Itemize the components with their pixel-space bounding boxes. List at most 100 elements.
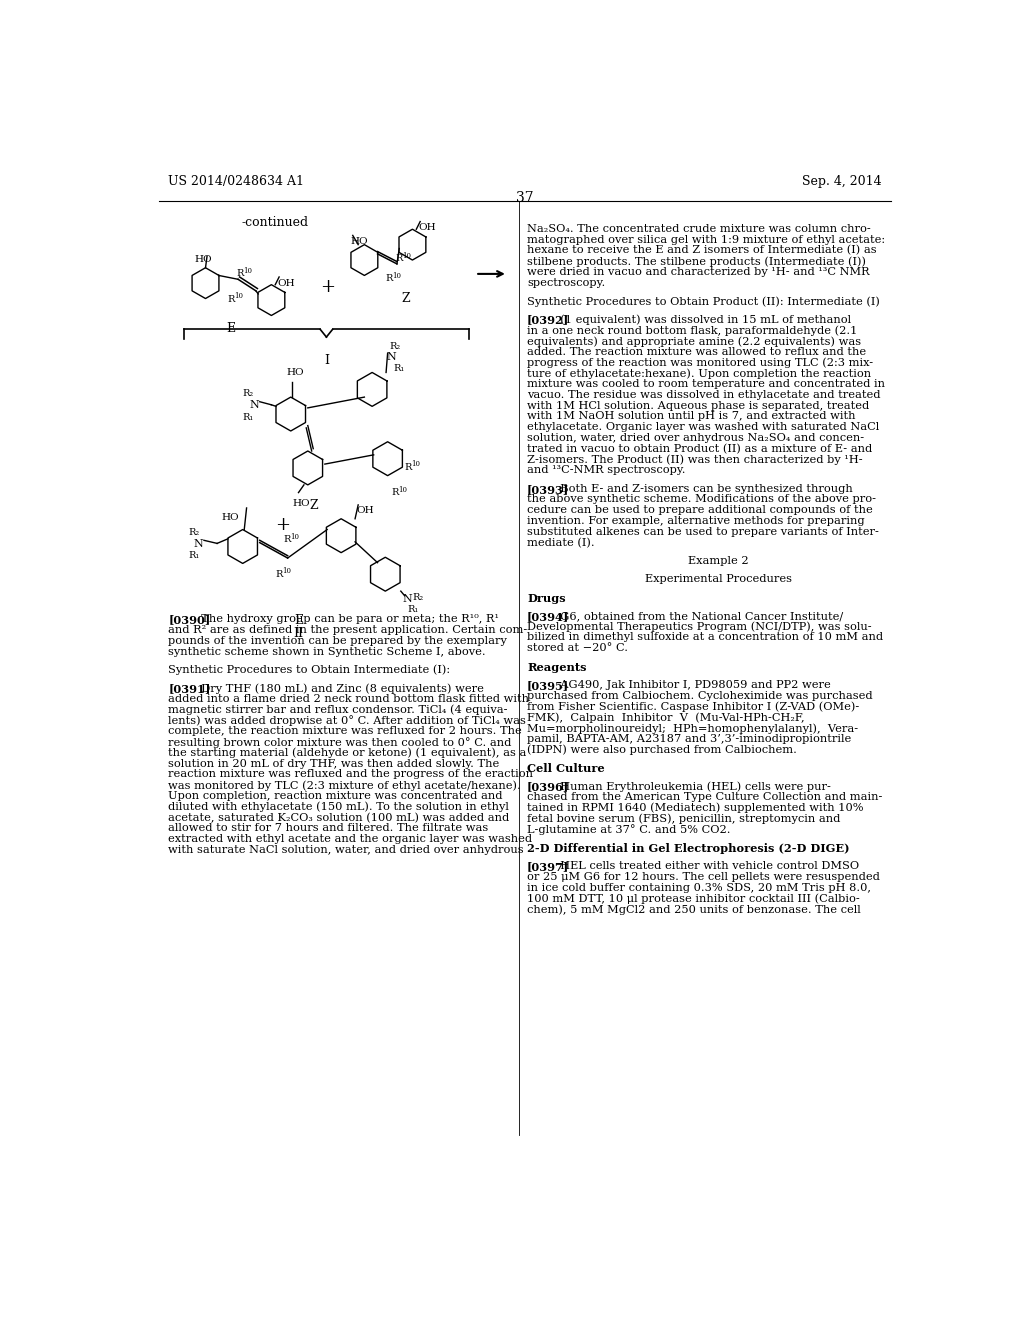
Text: complete, the reaction mixture was refluxed for 2 hours. The: complete, the reaction mixture was reflu… (168, 726, 522, 737)
Text: OH: OH (419, 223, 436, 232)
Text: R₁: R₁ (243, 412, 254, 421)
Text: added. The reaction mixture was allowed to reflux and the: added. The reaction mixture was allowed … (527, 347, 866, 356)
Text: R₁: R₁ (394, 364, 406, 374)
Text: +: + (321, 277, 336, 296)
Text: US 2014/0248634 A1: US 2014/0248634 A1 (168, 176, 304, 189)
Text: R₁: R₁ (188, 552, 200, 560)
Text: Synthetic Procedures to Obtain Product (II): Intermediate (I): Synthetic Procedures to Obtain Product (… (527, 296, 880, 306)
Text: allowed to stir for 7 hours and filtered. The filtrate was: allowed to stir for 7 hours and filtered… (168, 824, 488, 833)
Text: OH: OH (356, 507, 374, 515)
Text: 10: 10 (290, 533, 299, 541)
Text: was monitored by TLC (2:3 mixture of ethyl acetate/hexane).: was monitored by TLC (2:3 mixture of eth… (168, 780, 521, 791)
Text: N: N (402, 594, 412, 605)
Text: R: R (395, 253, 402, 263)
Text: synthetic scheme shown in Synthetic Scheme I, above.: synthetic scheme shown in Synthetic Sche… (168, 647, 486, 656)
Text: R: R (385, 275, 392, 282)
Text: Both E- and Z-isomers can be synthesized through: Both E- and Z-isomers can be synthesized… (553, 483, 853, 494)
Text: R₂: R₂ (389, 342, 400, 351)
Text: Human Erythroleukemia (HEL) cells were pur-: Human Erythroleukemia (HEL) cells were p… (553, 781, 831, 792)
Text: FMK),  Calpain  Inhibitor  V  (Mu-Val-HPh-CH₂F,: FMK), Calpain Inhibitor V (Mu-Val-HPh-CH… (527, 713, 805, 723)
Text: R: R (275, 570, 283, 578)
Text: trated in vacuo to obtain Product (II) as a mixture of E- and: trated in vacuo to obtain Product (II) a… (527, 444, 872, 454)
Text: R: R (283, 535, 291, 544)
Text: R: R (237, 269, 244, 279)
Text: (1 equivalent) was dissolved in 15 mL of methanol: (1 equivalent) was dissolved in 15 mL of… (553, 314, 851, 325)
Text: matographed over silica gel with 1:9 mixture of ethyl acetate:: matographed over silica gel with 1:9 mix… (527, 235, 886, 244)
Text: E: E (294, 614, 303, 627)
Text: the above synthetic scheme. Modifications of the above pro-: the above synthetic scheme. Modification… (527, 495, 877, 504)
Text: [0396]: [0396] (527, 781, 569, 792)
Text: magnetic stirrer bar and reflux condensor. TiCl₄ (4 equiva-: magnetic stirrer bar and reflux condenso… (168, 705, 508, 715)
Text: bilized in dimethyl sulfoxide at a concentration of 10 mM and: bilized in dimethyl sulfoxide at a conce… (527, 632, 884, 643)
Text: with 1M HCl solution. Aqueous phase is separated, treated: with 1M HCl solution. Aqueous phase is s… (527, 401, 869, 411)
Text: HEL cells treated either with vehicle control DMSO: HEL cells treated either with vehicle co… (553, 861, 859, 871)
Text: L-glutamine at 37° C. and 5% CO2.: L-glutamine at 37° C. and 5% CO2. (527, 824, 731, 836)
Text: purchased from Calbiochem. Cycloheximide was purchased: purchased from Calbiochem. Cycloheximide… (527, 690, 872, 701)
Text: Reagents: Reagents (527, 661, 587, 672)
Text: pamil, BAPTA-AM, A23187 and 3’,3’-iminodipropiontrile: pamil, BAPTA-AM, A23187 and 3’,3’-iminod… (527, 734, 851, 743)
Text: in ice cold buffer containing 0.3% SDS, 20 mM Tris pH 8.0,: in ice cold buffer containing 0.3% SDS, … (527, 883, 871, 892)
Text: Upon completion, reaction mixture was concentrated and: Upon completion, reaction mixture was co… (168, 791, 503, 801)
Text: tained in RPMI 1640 (Mediatech) supplemented with 10%: tained in RPMI 1640 (Mediatech) suppleme… (527, 803, 863, 813)
Text: reaction mixture was refluxed and the progress of the eraction: reaction mixture was refluxed and the pr… (168, 770, 534, 780)
Text: solution, water, dried over anhydrous Na₂SO₄ and concen-: solution, water, dried over anhydrous Na… (527, 433, 864, 444)
Text: [0391]: [0391] (168, 684, 211, 694)
Text: Developmental Therapeutics Program (NCI/DTP), was solu-: Developmental Therapeutics Program (NCI/… (527, 622, 871, 632)
Text: 10: 10 (402, 252, 412, 260)
Text: Cell Culture: Cell Culture (527, 763, 605, 774)
Text: chased from the American Type Culture Collection and main-: chased from the American Type Culture Co… (527, 792, 883, 803)
Text: [0394]: [0394] (527, 611, 569, 622)
Text: chem), 5 mM MgCl2 and 250 units of benzonase. The cell: chem), 5 mM MgCl2 and 250 units of benzo… (527, 904, 861, 915)
Text: spectroscopy.: spectroscopy. (527, 277, 605, 288)
Text: resulting brown color mixture was then cooled to 0° C. and: resulting brown color mixture was then c… (168, 737, 512, 748)
Text: Z: Z (309, 499, 318, 512)
Text: solution in 20 mL of dry THF, was then added slowly. The: solution in 20 mL of dry THF, was then a… (168, 759, 500, 768)
Text: with saturate NaCl solution, water, and dried over anhydrous: with saturate NaCl solution, water, and … (168, 845, 524, 855)
Text: R₂: R₂ (243, 389, 254, 399)
Text: [0395]: [0395] (527, 680, 569, 690)
Text: ture of ethylacetate:hexane). Upon completion the reaction: ture of ethylacetate:hexane). Upon compl… (527, 368, 871, 379)
Text: N: N (250, 400, 259, 411)
Text: R: R (391, 488, 399, 496)
Text: 10: 10 (398, 486, 408, 494)
Text: progress of the reaction was monitored using TLC (2:3 mix-: progress of the reaction was monitored u… (527, 358, 873, 368)
Text: 10: 10 (392, 272, 401, 280)
Text: with 1M NaOH solution until pH is 7, and extracted with: with 1M NaOH solution until pH is 7, and… (527, 412, 856, 421)
Text: [0392]: [0392] (527, 314, 569, 326)
Text: -continued: -continued (242, 216, 309, 230)
Text: HO: HO (221, 512, 239, 521)
Text: or 25 μM G6 for 12 hours. The cell pellets were resuspended: or 25 μM G6 for 12 hours. The cell pelle… (527, 871, 880, 882)
Text: stored at −20° C.: stored at −20° C. (527, 643, 628, 653)
Text: extracted with ethyl acetate and the organic layer was washed: extracted with ethyl acetate and the org… (168, 834, 532, 845)
Text: OH: OH (278, 279, 295, 288)
Text: [0397]: [0397] (527, 861, 569, 873)
Text: Synthetic Procedures to Obtain Intermediate (I):: Synthetic Procedures to Obtain Intermedi… (168, 665, 451, 676)
Text: diluted with ethylacetate (150 mL). To the solution in ethyl: diluted with ethylacetate (150 mL). To t… (168, 801, 509, 812)
Text: Mu=morpholinoureidyl;  HPh=homophenylalanyl),  Vera-: Mu=morpholinoureidyl; HPh=homophenylalan… (527, 723, 858, 734)
Text: Sep. 4, 2014: Sep. 4, 2014 (802, 176, 882, 189)
Text: R₂: R₂ (188, 528, 200, 537)
Text: HO: HO (350, 238, 368, 246)
Text: the starting material (aldehyde or ketone) (1 equivalent), as a: the starting material (aldehyde or keton… (168, 748, 526, 759)
Text: Experimental Procedures: Experimental Procedures (645, 574, 792, 585)
Text: vacuo. The residue was dissolved in ethylacetate and treated: vacuo. The residue was dissolved in ethy… (527, 389, 881, 400)
Text: Z-isomers. The Product (II) was then characterized by ¹H-: Z-isomers. The Product (II) was then cha… (527, 454, 863, 465)
Text: [0390]: [0390] (168, 614, 211, 626)
Text: 2-D Differential in Gel Electrophoresis (2-D DIGE): 2-D Differential in Gel Electrophoresis … (527, 842, 850, 854)
Text: mixture was cooled to room temperature and concentrated in: mixture was cooled to room temperature a… (527, 379, 885, 389)
Text: R: R (404, 462, 412, 471)
Text: stilbene products. The stilbene products (Intermediate (I)): stilbene products. The stilbene products… (527, 256, 866, 267)
Text: cedure can be used to prepare additional compounds of the: cedure can be used to prepare additional… (527, 506, 872, 515)
Text: 10: 10 (412, 461, 421, 469)
Text: ethylacetate. Organic layer was washed with saturated NaCl: ethylacetate. Organic layer was washed w… (527, 422, 880, 432)
Text: (IDPN) were also purchased from Calbiochem.: (IDPN) were also purchased from Calbioch… (527, 744, 797, 755)
Text: Z: Z (401, 293, 410, 305)
Text: HO: HO (287, 368, 304, 376)
Text: Na₂SO₄. The concentrated crude mixture was column chro-: Na₂SO₄. The concentrated crude mixture w… (527, 224, 870, 234)
Text: R₂: R₂ (413, 593, 424, 602)
Text: equivalents) and appropriate amine (2.2 equivalents) was: equivalents) and appropriate amine (2.2 … (527, 337, 861, 347)
Text: +: + (275, 516, 291, 533)
Text: in a one neck round bottom flask, paraformaldehyde (2.1: in a one neck round bottom flask, parafo… (527, 325, 857, 335)
Text: Dry THF (180 mL) and Zinc (8 equivalents) were: Dry THF (180 mL) and Zinc (8 equivalents… (195, 684, 484, 694)
Text: acetate, saturated K₂CO₃ solution (100 mL) was added and: acetate, saturated K₂CO₃ solution (100 m… (168, 813, 510, 822)
